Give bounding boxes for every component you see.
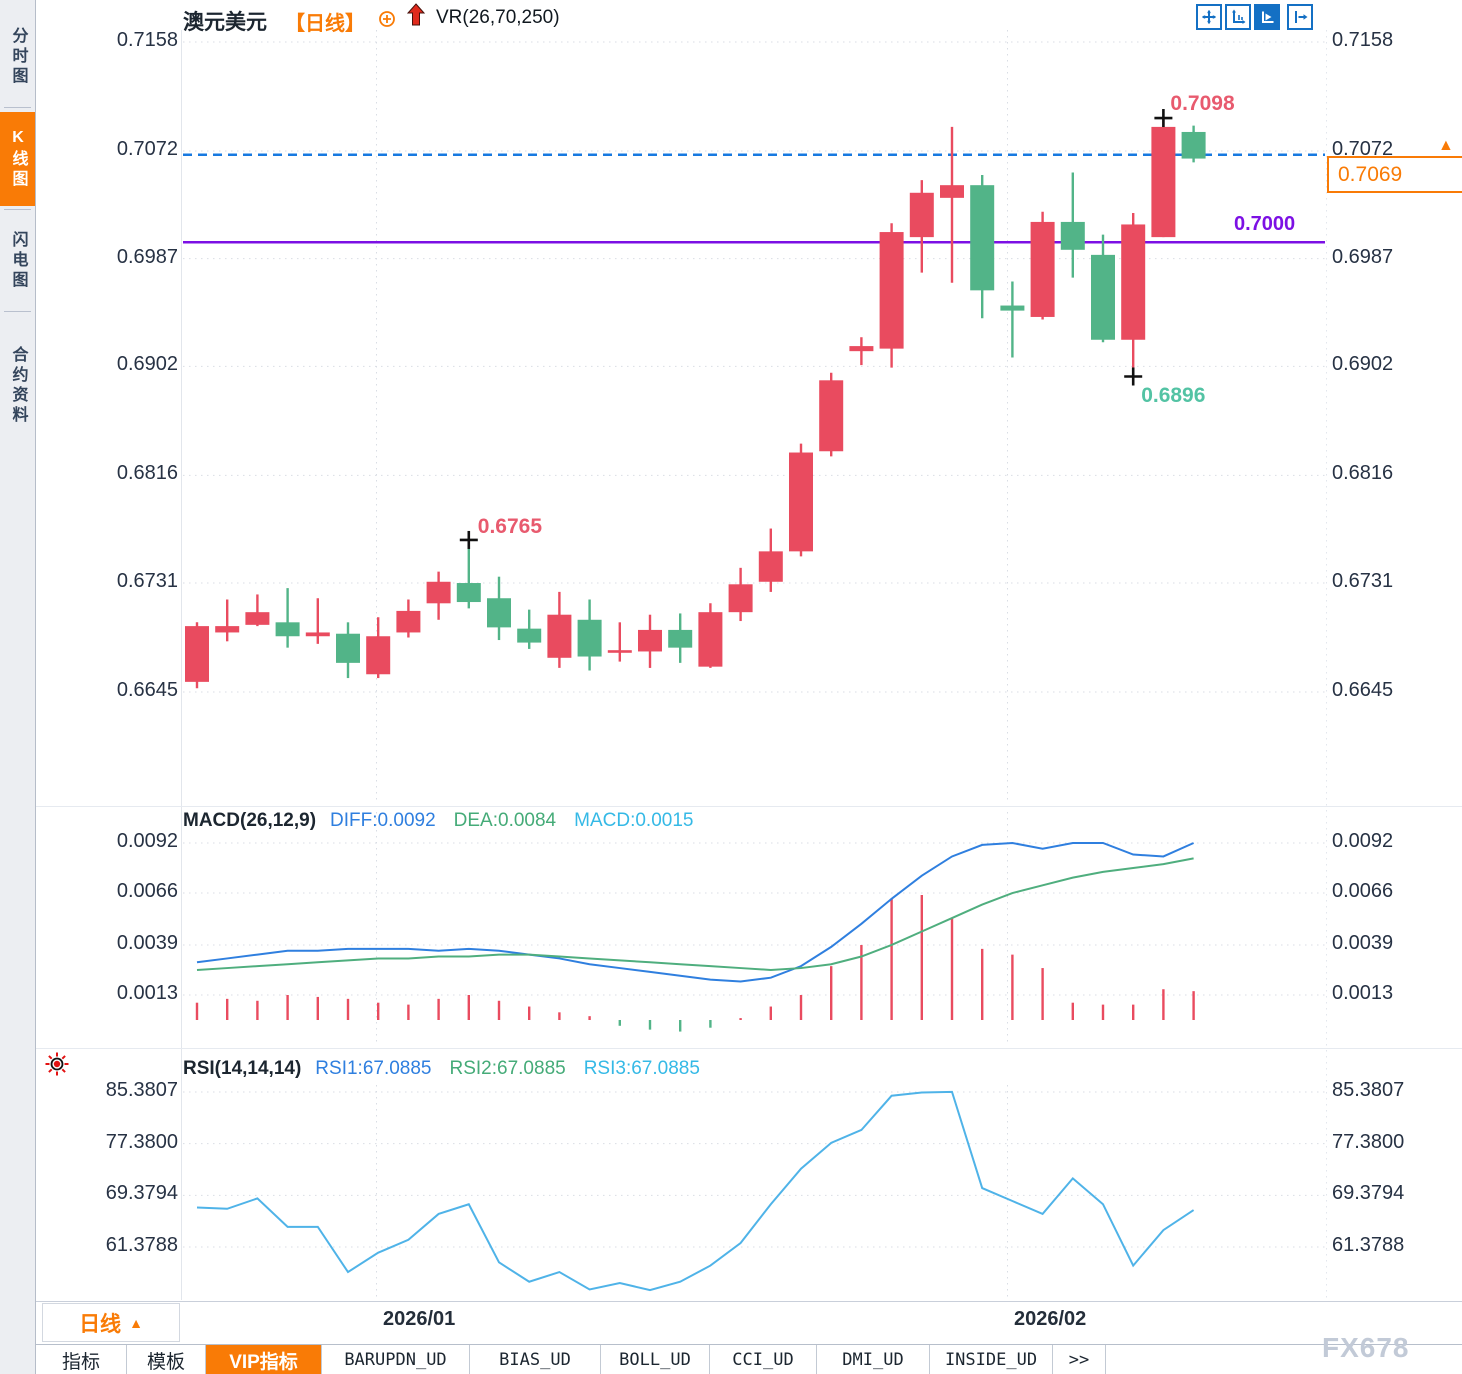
macd-reading: MACD:0.0015: [574, 810, 694, 831]
price-axis-label: 85.3807: [1332, 1079, 1405, 1101]
overlay-indicator-label[interactable]: VR(26,70,250): [436, 7, 560, 28]
date-tick-label: 2026/01: [383, 1308, 456, 1330]
price-axis-label: 0.0039: [1332, 931, 1394, 954]
period-selector-label: 日线: [79, 1312, 122, 1336]
price-axis-label: 0.0066: [1332, 880, 1394, 903]
swing-high-label: 0.6765: [477, 514, 543, 538]
price-axis-label: 0.6645: [1332, 679, 1394, 701]
rsi3-reading: RSI3:67.0885: [583, 1058, 700, 1079]
sidebar-divider: [4, 107, 31, 108]
up-arrow-icon: [407, 3, 425, 26]
price-axis-label: 85.3807: [105, 1079, 178, 1101]
toolbar-button-pan-crosshair[interactable]: [1196, 4, 1222, 30]
last-price-tag: 0.7069: [1327, 156, 1462, 193]
price-axis-label: 0.6987: [116, 245, 178, 268]
swing-high-label: 0.7098: [1170, 92, 1235, 116]
price-axis-label: 0.7158: [116, 29, 178, 51]
price-axis-label: 69.3794: [105, 1182, 178, 1205]
bottom-tab--[interactable]: 指标: [36, 1345, 127, 1374]
period-selector[interactable]: 日线 ▲: [42, 1303, 180, 1342]
rsi2-reading: RSI2:67.0885: [449, 1058, 566, 1079]
toolbar-button-axis-range[interactable]: [1225, 4, 1251, 30]
price-axis-label: 61.3788: [105, 1234, 178, 1256]
price-axis-label: 69.3794: [1332, 1182, 1405, 1205]
bottom-tab-inside_ud[interactable]: INSIDE_UD: [930, 1345, 1053, 1374]
date-tick-label: 2026/02: [1014, 1308, 1087, 1330]
sidebar-tab-3[interactable]: 合约资料: [9, 346, 27, 426]
period-tag[interactable]: 【日线】: [285, 13, 365, 35]
bottom-tab-dmi_ud[interactable]: DMI_UD: [817, 1345, 930, 1374]
price-axis-label: 0.6816: [116, 462, 178, 485]
price-axis-label: 77.3800: [105, 1130, 178, 1153]
sidebar-divider: [4, 311, 31, 312]
rsi1-reading: RSI1:67.0885: [315, 1058, 432, 1079]
price-axis-label: 0.0066: [116, 880, 178, 903]
price-axis-label: 0.7158: [1332, 29, 1394, 51]
bottom-tab-cci_ud[interactable]: CCI_UD: [710, 1345, 817, 1374]
price-axis-label: 0.7072: [1332, 137, 1394, 160]
bottom-tab--[interactable]: >>: [1053, 1345, 1106, 1374]
price-axis-label: 0.6645: [116, 679, 178, 701]
bottom-tab-bias_ud[interactable]: BIAS_UD: [470, 1345, 601, 1374]
support-line-label: 0.7000: [1234, 213, 1296, 236]
sidebar-tab-0[interactable]: 分时图: [9, 27, 27, 87]
price-axis-label: 0.6731: [116, 570, 178, 593]
watermark: FX678: [1322, 1332, 1410, 1363]
rsi-label[interactable]: RSI(14,14,14): [183, 1058, 302, 1079]
diff-reading: DIFF:0.0092: [330, 810, 436, 831]
alert-sun-icon: [45, 1052, 69, 1076]
price-axis-label: 0.0092: [1332, 830, 1394, 852]
toolbar-button-axis-auto[interactable]: [1254, 4, 1280, 30]
swing-low-label: 0.6896: [1141, 383, 1206, 407]
sidebar-tab-2[interactable]: 闪电图: [9, 231, 27, 291]
price-axis-label: 0.6902: [1332, 353, 1394, 376]
macd-label[interactable]: MACD(26,12,9): [183, 810, 317, 831]
price-up-triangle-icon: ▲: [1438, 137, 1454, 154]
collapse-right-icon: [1295, 11, 1308, 23]
price-axis-label: 0.7072: [116, 137, 178, 160]
macd-header: MACD(26,12,9) DIFF:0.0092 DEA:0.0084 MACD:0…: [183, 810, 693, 832]
chevron-up-icon: ▲: [129, 1314, 143, 1331]
price-axis-label: 61.3788: [1332, 1234, 1405, 1256]
indicator-tab-bar: 指标 模板 VIP指标 BARUPDN_UD BIAS_UD BOLL_UD CCI_UD D…: [36, 1344, 1462, 1374]
sidebar-tab-1[interactable]: K线图: [0, 112, 35, 206]
price-axis-label: 0.6816: [1332, 462, 1394, 485]
rsi-header: RSI(14,14,14) RSI1:67.0885 RSI2:67.0885 RSI…: [183, 1058, 700, 1080]
panel-divider: [36, 806, 1462, 807]
bottom-tab-vip-[interactable]: VIP指标: [206, 1345, 322, 1374]
date-axis: 2026/01 2026/02: [36, 1301, 1462, 1345]
axis-range-icon: [1232, 9, 1246, 24]
price-axis-label: 0.6731: [1332, 570, 1394, 593]
price-axis-label: 0.0092: [116, 830, 178, 852]
price-axis-label: 0.6902: [116, 353, 178, 376]
symbol-title: 澳元美元: [183, 11, 267, 34]
axis-auto-icon: [1262, 11, 1274, 23]
sidebar: 分时图 K线图闪电图合约资料: [0, 0, 36, 1374]
pan-crosshair-icon: [1202, 10, 1216, 24]
bottom-tab-barupdn_ud[interactable]: BARUPDN_UD: [322, 1345, 470, 1374]
price-axis-label: 77.3800: [1332, 1130, 1405, 1153]
price-axis-label: 0.0039: [116, 931, 178, 954]
bottom-tab--[interactable]: 模板: [127, 1345, 206, 1374]
panel-divider: [36, 1048, 1462, 1049]
bottom-tab-boll_ud[interactable]: BOLL_UD: [601, 1345, 710, 1374]
price-axis-label: 0.0013: [1332, 982, 1394, 1004]
dea-reading: DEA:0.0084: [453, 810, 557, 831]
price-axis-label: 0.0013: [116, 982, 178, 1004]
toolbar-button-collapse-right[interactable]: [1287, 4, 1313, 30]
sidebar-divider: [4, 209, 31, 210]
price-axis-label: 0.6987: [1332, 245, 1394, 268]
circle-plus-icon[interactable]: [378, 10, 396, 28]
